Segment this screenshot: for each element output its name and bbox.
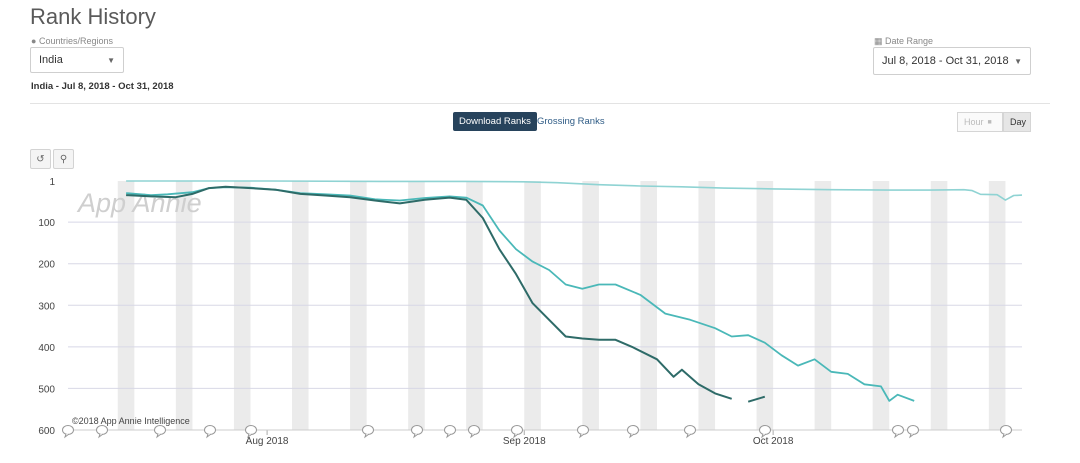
speech-bubble-icon [577,425,589,435]
countries-label-text: Countries/Regions [38,36,113,46]
country-select[interactable]: India ▼ [30,47,124,73]
speech-bubble-tail [894,433,900,439]
date-range-label: ▦ Date Range [874,36,933,47]
speech-bubble-icon [892,425,904,435]
zoom-button[interactable]: ⚲ [53,149,74,169]
speech-bubble-icon [468,425,480,435]
speech-bubble-tail [206,433,212,439]
tab-download-ranks[interactable]: Download Ranks [453,112,537,131]
zoom-icon: ⚲ [59,153,68,165]
speech-bubble-tail [629,433,635,439]
series-line-dark-segment [747,395,766,403]
divider [30,103,1050,104]
calendar-icon: ▦ [874,36,883,46]
reset-icon: ↺ [36,153,45,165]
day-toggle[interactable]: Day [1003,112,1031,132]
speech-bubble-icon [204,425,216,435]
speech-bubble-tail [686,433,692,439]
speech-bubble-tail [64,433,70,439]
speech-bubble-icon [154,425,166,435]
date-range-select[interactable]: Jul 8, 2018 - Oct 31, 2018 ▼ [873,47,1031,75]
date-range-value: Jul 8, 2018 - Oct 31, 2018 [882,55,1009,67]
speech-bubble-tail [364,433,370,439]
speech-bubble-tail [98,433,104,439]
speech-bubble-icon [759,425,771,435]
y-tick-label: 500 [38,384,55,395]
globe-icon: ● [31,36,37,46]
speech-bubble-icon [1000,425,1012,435]
speech-bubble-icon [245,425,257,435]
speech-bubble-tail [413,433,419,439]
speech-bubble-tail [579,433,585,439]
speech-bubble-icon [362,425,374,435]
reset-zoom-button[interactable]: ↺ [30,149,51,169]
x-tick-label: Sep 2018 [503,436,546,447]
speech-bubble-icon [62,425,74,435]
y-tick-label: 200 [38,260,55,271]
date-range-label-text: Date Range [885,36,934,46]
speech-bubble-tail [761,433,767,439]
series-line-faint [126,180,1023,201]
speech-bubble-tail [446,433,452,439]
speech-bubble-tail [470,433,476,439]
country-select-value: India [39,54,63,66]
speech-bubble-icon [627,425,639,435]
speech-bubble-icon [511,425,523,435]
x-tick-label: Aug 2018 [246,436,289,447]
copyright: ©2018 App Annie Intelligence [72,416,190,426]
speech-bubble-tail [513,433,519,439]
speech-bubble-icon [411,425,423,435]
lock-icon: ■ [987,118,992,126]
speech-bubble-icon [684,425,696,435]
y-tick-label: 400 [38,343,55,354]
selection-summary: India - Jul 8, 2018 - Oct 31, 2018 [31,81,174,92]
day-toggle-label: Day [1010,117,1027,127]
chevron-down-icon: ▼ [1014,56,1022,66]
y-tick-label: 600 [38,426,55,437]
speech-bubble-icon [907,425,919,435]
series-line-dark [126,185,733,400]
speech-bubble-tail [156,433,162,439]
x-tick-label: Oct 2018 [753,436,794,447]
speech-bubble-icon [444,425,456,435]
hour-toggle[interactable]: Hour ■ [957,112,1003,132]
speech-bubble-tail [1002,433,1008,439]
y-tick-label: 300 [38,301,55,312]
tab-grossing-ranks[interactable]: Grossing Ranks [537,116,605,127]
speech-bubble-tail [909,433,915,439]
page-title: Rank History [30,4,156,29]
hour-toggle-label: Hour [964,117,984,127]
speech-bubble-icon [96,425,108,435]
countries-label: ● Countries/Regions [31,36,113,46]
speech-bubble-tail [247,433,253,439]
y-tick-label: 1 [49,177,55,188]
chevron-down-icon: ▼ [107,55,115,65]
y-tick-label: 100 [38,218,55,229]
